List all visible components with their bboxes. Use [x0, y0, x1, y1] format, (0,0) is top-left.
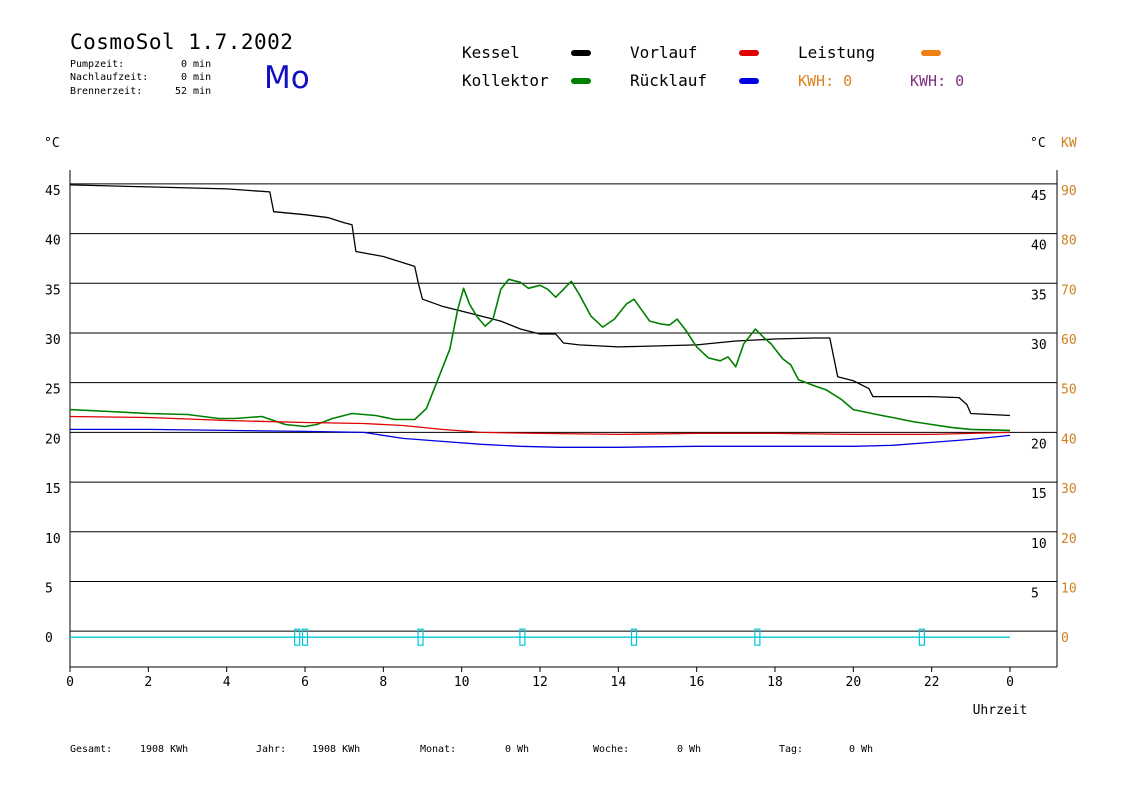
- y-tick-left: 25: [45, 383, 61, 398]
- y-axis-unit-kw: KW: [1061, 136, 1077, 151]
- y-tick-kw: 40: [1061, 432, 1077, 447]
- burner-marker: [294, 628, 301, 646]
- y-axis-unit-left: °C: [44, 136, 60, 151]
- y-tick-left: 30: [45, 333, 61, 348]
- y-tick-right: 15: [1031, 487, 1047, 502]
- stat-nachlauf-value: 0 min: [181, 72, 212, 83]
- stat-brenner-value: 52 min: [175, 86, 212, 97]
- y-tick-kw: 30: [1061, 482, 1077, 497]
- burner-marker: [417, 628, 424, 646]
- kwh-total-2: KWH: 0: [910, 72, 965, 90]
- y-tick-kw: 0: [1061, 631, 1069, 646]
- y-tick-left: 35: [45, 283, 61, 298]
- series-line-kollektor: [69, 278, 1011, 432]
- x-tick-label: 0: [66, 675, 74, 690]
- y-tick-right: 35: [1031, 288, 1047, 303]
- series-line-kessel: [69, 184, 1011, 417]
- x-tick-label: 10: [454, 675, 470, 690]
- legend-vorlauf-label: Vorlauf: [630, 43, 698, 62]
- burner-marker: [754, 628, 761, 646]
- y-tick-kw: 60: [1061, 333, 1077, 348]
- legend-kollektor-label: Kollektor: [462, 71, 549, 90]
- series-line-vorlauf: [69, 415, 1011, 436]
- kwh-total-1: KWH: 0: [798, 72, 853, 90]
- burner-marker: [918, 628, 925, 646]
- y-tick-right: 20: [1031, 437, 1047, 452]
- x-tick-label: 22: [924, 675, 940, 690]
- x-tick-label: 16: [689, 675, 705, 690]
- y-tick-right: 5: [1031, 586, 1039, 601]
- footer-monat-label: Monat:: [420, 744, 457, 755]
- burner-marker: [519, 628, 526, 646]
- y-tick-left: 40: [45, 234, 61, 249]
- legend-ruecklauf-label: Rücklauf: [630, 71, 708, 90]
- y-tick-right: 10: [1031, 537, 1047, 552]
- legend-kessel-label: Kessel: [462, 43, 520, 62]
- footer-jahr-value: 1908 KWh: [312, 744, 361, 755]
- legend-leistung-swatch: [921, 50, 941, 56]
- y-tick-kw: 10: [1061, 581, 1077, 596]
- page-title: CosmoSol 1.7.2002: [70, 30, 294, 54]
- y-tick-right: 40: [1031, 239, 1047, 254]
- y-tick-kw: 20: [1061, 532, 1077, 547]
- x-tick-label: 8: [379, 675, 387, 690]
- y-tick-left: 0: [45, 631, 53, 646]
- y-tick-kw: 50: [1061, 383, 1077, 398]
- footer-woche-label: Woche:: [593, 744, 630, 755]
- x-tick-label: 4: [223, 675, 231, 690]
- legend-ruecklauf-swatch: [739, 78, 759, 84]
- y-tick-left: 5: [45, 581, 53, 596]
- x-tick-label: 20: [846, 675, 862, 690]
- stat-pump-value: 0 min: [181, 59, 212, 70]
- series-line-rücklauf: [70, 428, 1011, 448]
- stat-pump-label: Pumpzeit:: [70, 59, 125, 70]
- legend-vorlauf-swatch: [739, 50, 759, 56]
- footer-tag-value: 0 Wh: [849, 744, 874, 755]
- x-tick-label: 14: [611, 675, 627, 690]
- weekday-label: Mo: [264, 60, 310, 96]
- footer-monat-value: 0 Wh: [505, 744, 530, 755]
- burner-marker: [630, 628, 638, 646]
- y-tick-left: 10: [45, 532, 61, 547]
- footer-tag-label: Tag:: [779, 744, 804, 755]
- footer-jahr-label: Jahr:: [256, 744, 287, 755]
- x-axis-title: Uhrzeit: [973, 703, 1028, 718]
- y-tick-left: 45: [45, 184, 61, 199]
- x-tick-label: 0: [1006, 675, 1014, 690]
- y-tick-kw: 90: [1061, 184, 1077, 199]
- y-tick-kw: 70: [1061, 283, 1077, 298]
- x-tick-label: 18: [767, 675, 783, 690]
- stat-brenner-label: Brennerzeit:: [70, 86, 143, 97]
- y-tick-left: 20: [45, 432, 61, 447]
- footer-gesamt-value: 1908 KWh: [140, 744, 189, 755]
- burner-marker: [301, 628, 309, 646]
- legend-kessel-swatch: [571, 50, 591, 56]
- stat-nachlauf-label: Nachlaufzeit:: [70, 72, 149, 83]
- x-tick-label: 6: [301, 675, 309, 690]
- y-axis-unit-right: °C: [1030, 136, 1046, 151]
- x-tick-label: 2: [144, 675, 152, 690]
- y-tick-right: 45: [1031, 189, 1047, 204]
- legend-leistung-label: Leistung: [798, 43, 876, 62]
- legend-kollektor-swatch: [571, 78, 591, 84]
- x-tick-label: 12: [532, 675, 548, 690]
- footer-gesamt-label: Gesamt:: [70, 744, 113, 755]
- footer-woche-value: 0 Wh: [677, 744, 702, 755]
- y-tick-right: 30: [1031, 338, 1047, 353]
- y-tick-kw: 80: [1061, 234, 1077, 249]
- y-tick-left: 15: [45, 482, 61, 497]
